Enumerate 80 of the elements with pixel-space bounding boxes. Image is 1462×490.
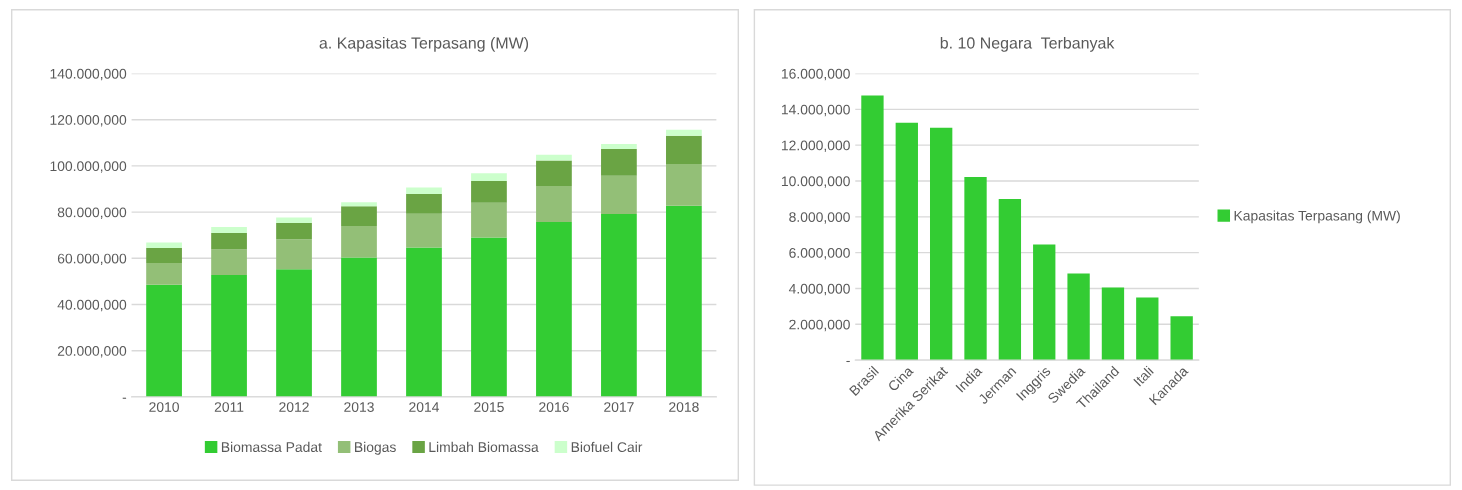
bar bbox=[998, 199, 1022, 361]
bar bbox=[211, 249, 247, 275]
x-tick-label: 2010 bbox=[149, 402, 179, 412]
bar bbox=[601, 175, 637, 214]
bar bbox=[471, 180, 507, 203]
bar bbox=[666, 205, 702, 397]
x-tick-label: 2011 bbox=[214, 402, 244, 412]
bar bbox=[276, 269, 312, 397]
bar bbox=[536, 186, 572, 223]
y-tick-label: 8.000,000 bbox=[789, 212, 850, 224]
x-tick-label: 2016 bbox=[539, 402, 569, 412]
bar bbox=[1067, 273, 1090, 361]
legend-label: Biofuel Cair bbox=[571, 441, 643, 453]
y-tick-label: 2.000,000 bbox=[789, 319, 850, 332]
bar bbox=[964, 177, 987, 361]
bar bbox=[471, 202, 507, 238]
y-tick-label: 100.000,000 bbox=[50, 161, 127, 173]
y-tick-label: 140.000,000 bbox=[50, 68, 127, 81]
y-tick-label: 16.000,000 bbox=[781, 68, 850, 81]
x-tick-label: 2014 bbox=[409, 402, 440, 412]
bar bbox=[536, 160, 572, 186]
bar bbox=[895, 122, 918, 361]
chart-title: b. 10 Negara Terbanyak bbox=[940, 36, 1115, 52]
bar bbox=[406, 247, 442, 397]
y-tick-label: 120.000,000 bbox=[50, 115, 127, 127]
bar bbox=[536, 154, 572, 161]
bar bbox=[211, 232, 247, 250]
bar bbox=[211, 274, 247, 397]
y-tick-label: 12.000,000 bbox=[781, 140, 850, 152]
y-tick-label: 20.000,000 bbox=[57, 346, 127, 358]
bar bbox=[406, 194, 442, 214]
bar bbox=[276, 217, 312, 223]
y-tick-label: - bbox=[122, 397, 127, 399]
bar bbox=[861, 95, 884, 361]
x-tick-label: 2017 bbox=[604, 402, 634, 412]
bar bbox=[601, 213, 637, 397]
x-tick-label: 2015 bbox=[474, 402, 504, 412]
y-tick-label: 4.000,000 bbox=[788, 283, 850, 296]
bar bbox=[146, 284, 182, 397]
legend-label: Limbah Biomassa bbox=[429, 441, 539, 453]
x-tick-label: Cina bbox=[887, 365, 915, 392]
bar bbox=[341, 206, 377, 226]
y-tick-label: - bbox=[846, 360, 850, 363]
bar bbox=[341, 257, 377, 397]
bar bbox=[536, 222, 572, 397]
bar bbox=[341, 225, 377, 258]
bar bbox=[406, 213, 442, 248]
x-tick-label: 2012 bbox=[279, 402, 309, 412]
bar bbox=[211, 227, 247, 233]
x-tick-label: 2018 bbox=[669, 402, 699, 412]
bar bbox=[146, 247, 182, 263]
bar bbox=[471, 173, 507, 181]
bar bbox=[406, 187, 442, 195]
bar bbox=[1136, 297, 1159, 361]
y-tick-label: 60.000,000 bbox=[57, 253, 127, 266]
bar bbox=[1033, 244, 1056, 361]
legend-label: Biogas bbox=[355, 441, 396, 455]
chart-title: a. Kapasitas Terpasang (MW) bbox=[319, 36, 529, 52]
y-tick-label: 6.000,000 bbox=[789, 247, 850, 260]
bar bbox=[1101, 287, 1125, 361]
bar bbox=[471, 237, 507, 397]
bar bbox=[601, 149, 637, 176]
bar bbox=[146, 242, 182, 248]
bar bbox=[146, 262, 182, 285]
bar bbox=[276, 239, 312, 270]
x-tick-label: 2013 bbox=[344, 402, 374, 412]
y-tick-label: 14.000,000 bbox=[781, 104, 850, 117]
legend-label: Biomassa Padat bbox=[221, 441, 322, 453]
bar bbox=[1170, 316, 1193, 361]
bar bbox=[930, 127, 953, 361]
y-tick-label: 10.000,000 bbox=[781, 176, 850, 188]
bar bbox=[276, 222, 312, 240]
bar bbox=[666, 164, 702, 206]
bar bbox=[666, 135, 702, 165]
y-tick-label: 80.000,000 bbox=[57, 207, 127, 219]
y-tick-label: 40.000,000 bbox=[57, 299, 127, 312]
legend-label: Kapasitas Terpasang (MW) bbox=[1234, 210, 1400, 224]
bar bbox=[666, 129, 702, 136]
bar bbox=[601, 143, 637, 150]
bar bbox=[341, 202, 377, 207]
